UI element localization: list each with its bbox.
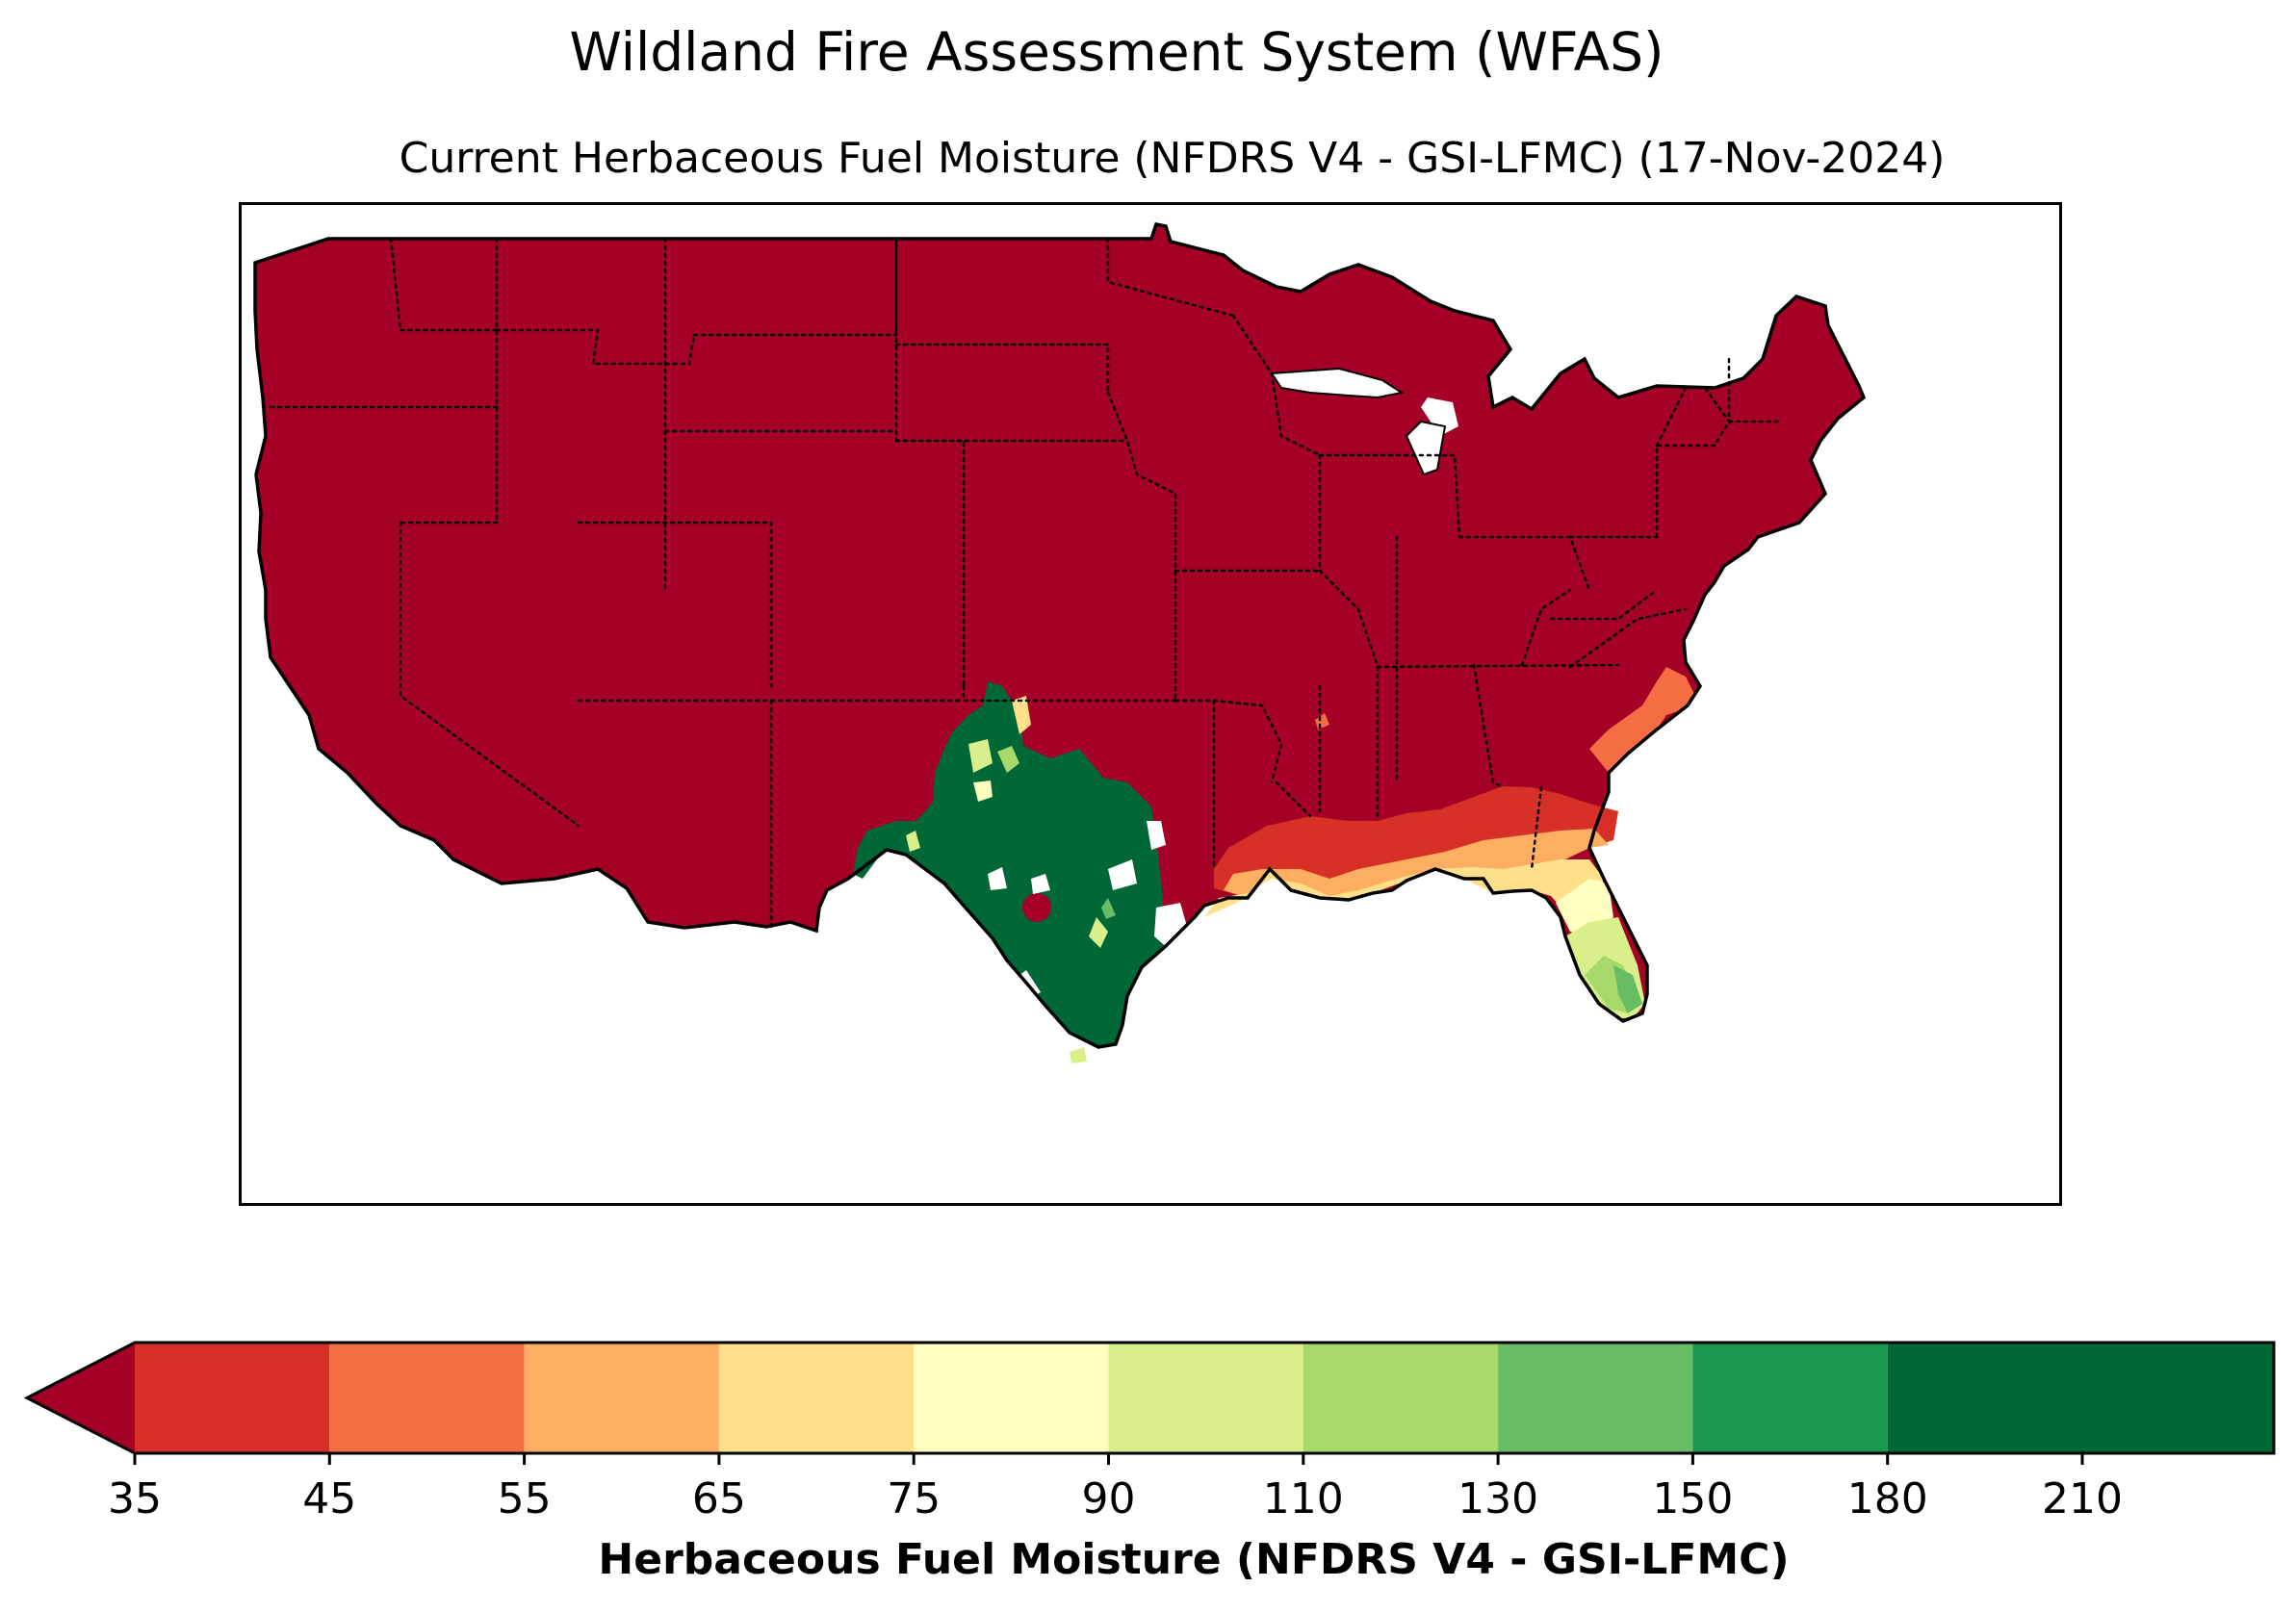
zone-75-90-panhandle [973,781,993,802]
colorbar-tick-label: 180 [1847,1474,1928,1521]
nodata-south-tx [1007,970,1041,1004]
state-border [1275,781,1312,818]
state-border [1655,357,1731,448]
colorbar-tick-label: 130 [1458,1474,1538,1521]
colorbar-bin [1303,1343,1499,1453]
zone-130-150-florida [1613,965,1642,1013]
zone-lt35-texas-spot [1022,893,1051,922]
state-border [1655,420,1731,539]
colorbar-bin [524,1343,719,1453]
state-border [389,237,499,332]
state-border [1568,607,1688,669]
colorbar-tick-label: 35 [108,1474,162,1521]
state-border [962,684,1177,703]
zone-180-210-texas [853,681,1168,1047]
colorbar-outline [23,1341,2276,1455]
colorbar: 35 45 55 65 75 90 110 130 150 180 210 [23,1341,2276,1521]
zone-45-55-carolina-b [1604,725,1633,754]
state-border [1231,314,1322,457]
colorbar-bin [718,1343,915,1453]
colorbar-bin [2082,1343,2274,1453]
colorbar-bin [914,1343,1109,1453]
zone-90-110-south-tx [1070,1047,1087,1063]
map-panel [239,202,2062,1206]
zone-110-130-panhandle [997,746,1019,773]
nodata-east-tx-b [1154,903,1190,951]
colorbar-label: Herbaceous Fuel Moisture (NFDRS V4 - GSI… [598,1535,1790,1584]
colorbar-bin [1498,1343,1693,1453]
zone-65-75-panhandle [1012,696,1031,734]
colorbar-bin [1887,1343,2082,1453]
colorbar-bin [1692,1343,1888,1453]
colorbar-tick-label: 65 [692,1474,746,1521]
nodata-east-tx-a [1147,821,1166,850]
colorbar-bin [135,1343,330,1453]
colorbar-under-arrow [27,1343,135,1453]
colorbar-tick-label: 210 [2042,1474,2123,1521]
state-border [1376,663,1620,669]
zone-130-150-texas [1101,898,1116,919]
lake-superior [1270,367,1405,399]
colorbar-tick-label: 90 [1082,1474,1136,1521]
colorbar-tick-label: 75 [887,1474,941,1521]
us-coastline [253,221,1867,1049]
lake-huron-bay [1421,397,1458,436]
state-border [1212,699,1283,784]
zone-65-75-gulf [1204,859,1604,917]
nodata-west-tx-b [1031,874,1050,894]
zone-35-45-gulf [1214,786,1618,900]
zone-55-65-gulf [1224,829,1609,900]
state-border [1318,453,1380,669]
state-border [1472,663,1505,789]
nodata-central-tx-a [1108,859,1137,890]
state-border [495,328,696,366]
zone-90-110-panhandle [968,739,993,773]
colorbar-bin [329,1343,525,1453]
nodata-big-bend [906,975,930,999]
lake-michigan [1405,420,1447,476]
colorbar-tick-label: 45 [302,1474,356,1521]
us-fuel-moisture-map [253,221,1867,1063]
colorbar-bin [1108,1343,1303,1453]
state-border [1106,237,1235,318]
colorbar-tick-label: 55 [498,1474,552,1521]
nodata-west-tx-a [988,867,1007,890]
state-border [1106,391,1177,703]
colorbar-tick-label: 110 [1263,1474,1344,1521]
colorbar-tick-label: 150 [1652,1474,1733,1521]
figure-title: Wildland Fire Assessment System (WFAS) [569,21,1664,83]
state-border [399,521,580,828]
state-border [1530,785,1543,871]
state-border [894,343,1110,395]
zone-90-110-west-tx [906,831,920,852]
state-border [1549,588,1659,621]
state-border [1318,453,1461,539]
zone-90-110-texas [1089,917,1108,948]
map-subtitle: Current Herbaceous Fuel Moisture (NFDRS … [399,134,1946,183]
state-border [577,521,773,688]
